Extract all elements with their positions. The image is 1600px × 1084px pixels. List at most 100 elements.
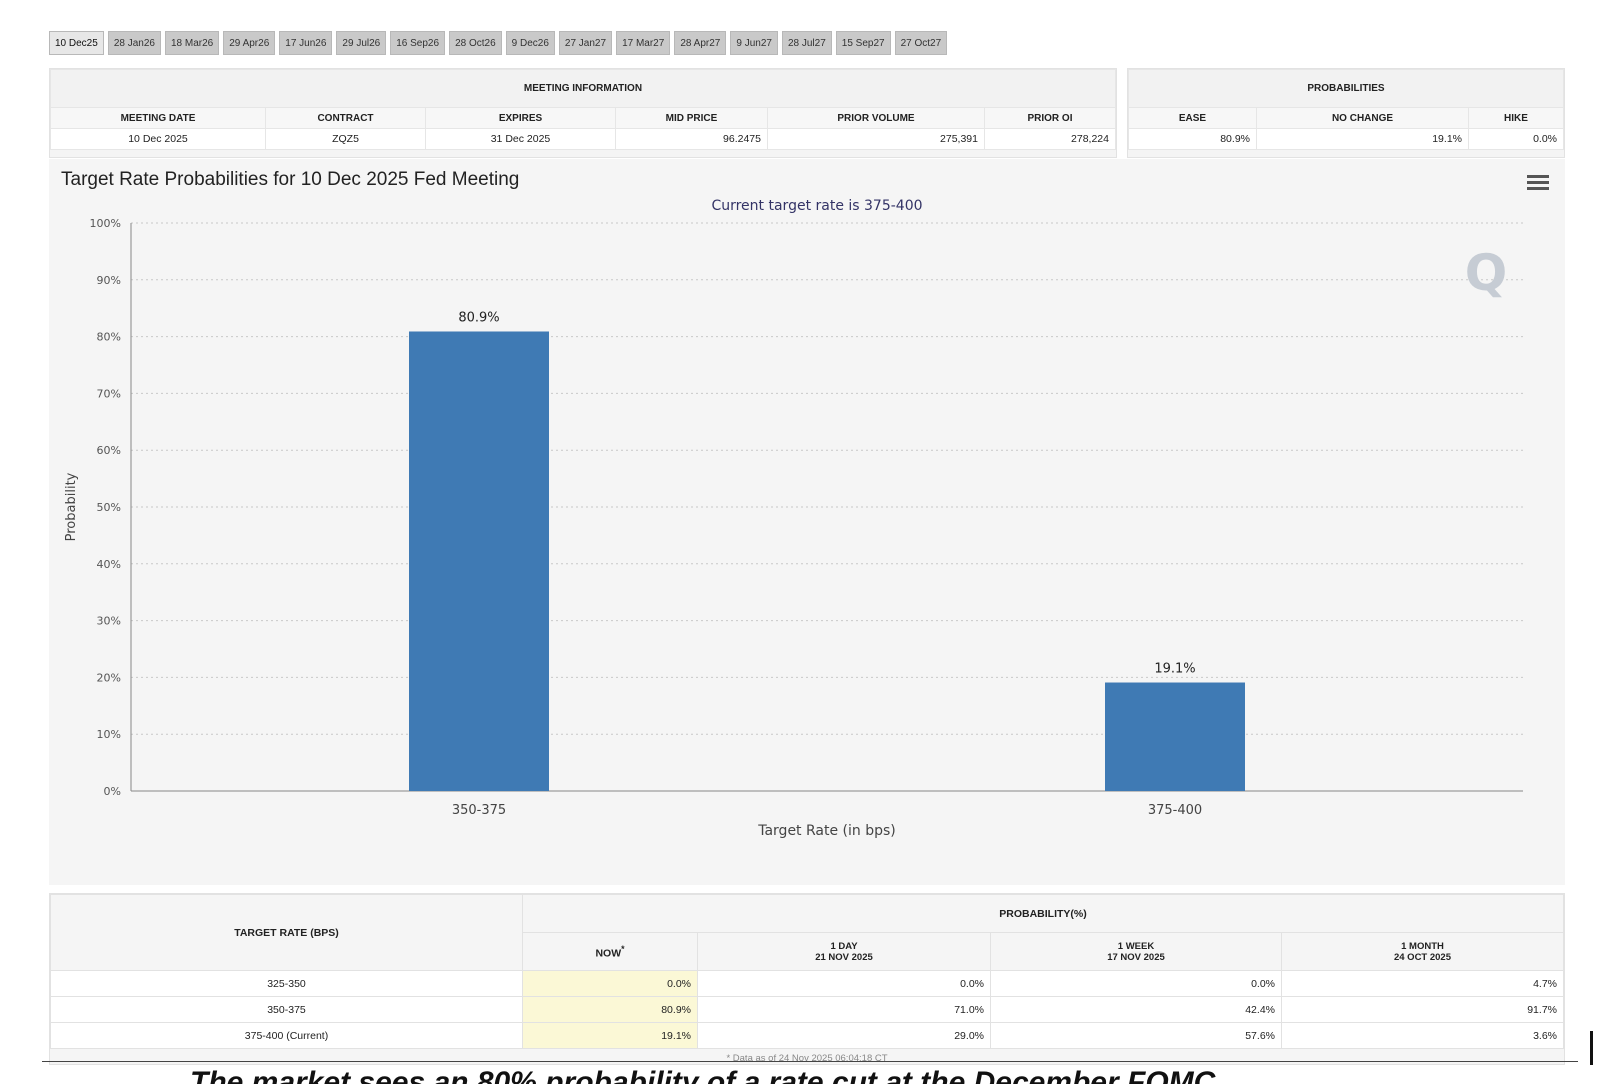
y-tick-label: 40% [97, 558, 121, 571]
one-month-header: 1 MONTH 24 OCT 2025 [1281, 932, 1564, 971]
now-header-label: NOW [595, 947, 622, 960]
one-month-label: 1 MONTH [1401, 940, 1444, 952]
probability-history-panel: TARGET RATE (BPS) PROBABILITY(%) NOW* 1 … [49, 893, 1565, 1065]
now-cell: 19.1% [522, 1022, 698, 1049]
article-caption: The market sees an 80% probability of a … [190, 1066, 1216, 1084]
rate-cell: 325-350 [50, 970, 523, 997]
rate-cell: 350-375 [50, 996, 523, 1023]
one-day-header: 1 DAY 21 NOV 2025 [697, 932, 991, 971]
one-week-cell: 57.6% [990, 1022, 1282, 1049]
tab-16-sep26[interactable]: 16 Sep26 [390, 31, 446, 55]
tab-10-dec25[interactable]: 10 Dec25 [49, 31, 104, 55]
meeting-information-table: MEETING INFORMATION MEETING DATE CONTRAC… [50, 69, 1116, 150]
now-cell: 0.0% [522, 970, 698, 997]
contract-value: ZQZ5 [265, 128, 426, 150]
no-change-header: NO CHANGE [1256, 107, 1469, 129]
prior-oi-header: PRIOR OI [984, 107, 1116, 129]
meeting-date-header: MEETING DATE [50, 107, 266, 129]
x-axis-title: Target Rate (in bps) [757, 823, 896, 839]
y-axis-title: Probability [64, 472, 79, 541]
y-tick-label: 60% [97, 444, 121, 457]
one-week-date: 17 NOV 2025 [1107, 951, 1165, 963]
ease-value: 80.9% [1128, 128, 1257, 150]
watermark-logo: Q [1465, 244, 1508, 302]
tab-28-jul27[interactable]: 28 Jul27 [781, 31, 832, 55]
probabilities-row: 80.9% 19.1% 0.0% [1128, 128, 1564, 150]
x-tick-label: 350-375 [452, 803, 506, 818]
probabilities-table: PROBABILITIES EASE NO CHANGE HIKE 80.9% … [1128, 69, 1564, 150]
tab-28-apr27[interactable]: 28 Apr27 [674, 31, 727, 55]
y-tick-label: 30% [97, 615, 121, 628]
rate-cell: 375-400 (Current) [50, 1022, 523, 1049]
tab-18-mar26[interactable]: 18 Mar26 [164, 31, 220, 55]
y-tick-label: 70% [97, 387, 121, 400]
one-day-cell: 29.0% [697, 1022, 991, 1049]
y-tick-label: 10% [97, 728, 121, 741]
ease-header: EASE [1128, 107, 1257, 129]
tab-28-oct26[interactable]: 28 Oct26 [449, 31, 502, 55]
one-day-cell: 71.0% [697, 996, 991, 1023]
tab-29-jul26[interactable]: 29 Jul26 [336, 31, 387, 55]
text-cursor [1590, 1031, 1593, 1065]
hike-header: HIKE [1468, 107, 1564, 129]
table-row: 325-350 0.0% 0.0% 0.0% 4.7% [50, 970, 1564, 997]
meeting-info-row: 10 Dec 2025 ZQZ5 31 Dec 2025 96.2475 275… [50, 128, 1116, 150]
tab-9-jun27[interactable]: 9 Jun27 [730, 31, 778, 55]
one-week-label: 1 WEEK [1117, 940, 1155, 952]
tab-29-apr26[interactable]: 29 Apr26 [223, 31, 276, 55]
one-week-cell: 42.4% [990, 996, 1282, 1023]
one-month-date: 24 OCT 2025 [1393, 951, 1452, 963]
bar-375-400 [1105, 682, 1245, 791]
one-day-label: 1 DAY [830, 940, 858, 952]
hamburger-menu-icon[interactable] [1527, 175, 1549, 193]
data-timestamp-footnote: * Data as of 24 Nov 2025 06:04:18 CT [726, 1053, 888, 1064]
meeting-date-value: 10 Dec 2025 [50, 128, 266, 150]
one-month-cell: 3.6% [1281, 1022, 1564, 1049]
chart-panel: Target Rate Probabilities for 10 Dec 202… [49, 159, 1565, 885]
y-tick-label: 0% [104, 785, 121, 798]
prior-volume-value: 275,391 [767, 128, 985, 150]
prior-volume-header: PRIOR VOLUME [767, 107, 985, 129]
probabilities-title: PROBABILITIES [1128, 69, 1564, 108]
data-label: 80.9% [458, 310, 499, 325]
probability-history-table: TARGET RATE (BPS) PROBABILITY(%) NOW* 1 … [50, 894, 1564, 1049]
table-row: 375-400 (Current) 19.1% 29.0% 57.6% 3.6% [50, 1022, 1564, 1049]
prior-oi-value: 278,224 [984, 128, 1116, 150]
now-cell: 80.9% [522, 996, 698, 1023]
y-tick-label: 90% [97, 274, 121, 287]
expires-value: 31 Dec 2025 [425, 128, 616, 150]
tab-17-mar27[interactable]: 17 Mar27 [616, 31, 671, 55]
tab-27-oct27[interactable]: 27 Oct27 [894, 31, 948, 55]
one-day-date: 21 NOV 2025 [815, 951, 873, 963]
expires-header: EXPIRES [425, 107, 616, 129]
tab-28-jan26[interactable]: 28 Jan26 [107, 31, 161, 55]
tab-17-jun26[interactable]: 17 Jun26 [279, 31, 333, 55]
target-rate-header: TARGET RATE (BPS) [50, 894, 523, 971]
x-tick-label: 375-400 [1148, 803, 1202, 818]
contract-header: CONTRACT [265, 107, 426, 129]
now-header-marker: * [621, 943, 625, 954]
one-day-cell: 0.0% [697, 970, 991, 997]
data-label: 19.1% [1154, 662, 1195, 677]
table-row: 350-375 80.9% 71.0% 42.4% 91.7% [50, 996, 1564, 1023]
meeting-information-title: MEETING INFORMATION [50, 69, 1116, 108]
tab-9-dec26[interactable]: 9 Dec26 [505, 31, 555, 55]
bar-chart: Current target rate is 375-400 0% 10% 20% 30… [64, 198, 1523, 839]
chart-subtitle: Current target rate is 375-400 [711, 198, 922, 214]
now-header: NOW* [522, 932, 698, 971]
chart-title: Target Rate Probabilities for 10 Dec 202… [61, 169, 520, 190]
one-week-cell: 0.0% [990, 970, 1282, 997]
mid-price-header: MID PRICE [615, 107, 768, 129]
tab-27-jan27[interactable]: 27 Jan27 [558, 31, 613, 55]
one-month-cell: 91.7% [1281, 996, 1564, 1023]
tab-15-sep27[interactable]: 15 Sep27 [835, 31, 891, 55]
no-change-value: 19.1% [1256, 128, 1469, 150]
y-tick-label: 50% [97, 501, 121, 514]
mid-price-value: 96.2475 [615, 128, 768, 150]
hike-value: 0.0% [1468, 128, 1564, 150]
y-tick-label: 80% [97, 331, 121, 344]
probability-header: PROBABILITY(%) [522, 894, 1564, 933]
meeting-information-panel: MEETING INFORMATION MEETING DATE CONTRAC… [49, 68, 1117, 158]
meeting-tabs: 10 Dec25 28 Jan26 18 Mar26 29 Apr26 17 J… [49, 31, 948, 55]
divider [42, 1061, 1578, 1062]
